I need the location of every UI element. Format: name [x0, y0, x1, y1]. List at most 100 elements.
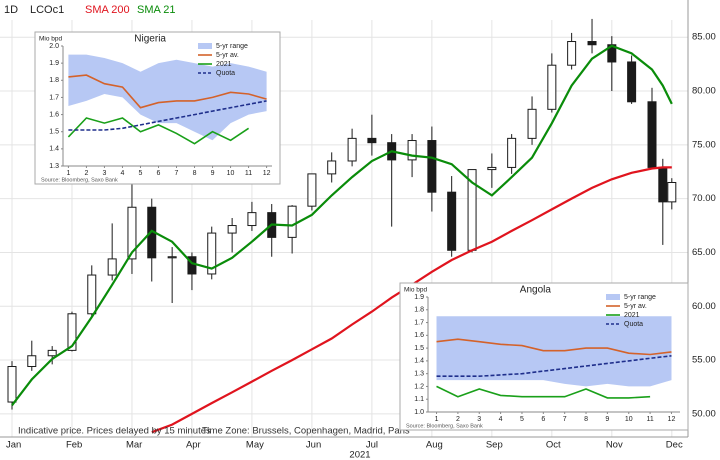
legend-label: Quota [216, 70, 235, 77]
candle-body [647, 101, 657, 168]
x-tick-label: 7 [175, 170, 179, 177]
series-line [436, 355, 672, 377]
x-tick-label: Feb [66, 440, 82, 451]
series-line [436, 385, 651, 399]
candle-body [227, 225, 237, 234]
candle-body [407, 140, 417, 161]
candle-body [247, 212, 257, 227]
x-tick-label: 3 [102, 170, 106, 177]
legend-label: 2021 [216, 61, 232, 68]
x-tick-label: Mar [126, 440, 142, 451]
candle-body [27, 355, 37, 368]
candle-body [487, 166, 497, 171]
x-tick-label: 4 [499, 416, 503, 423]
legend-label: 5-yr av. [216, 52, 239, 59]
x-tick-label: Apr [186, 440, 201, 451]
candle-body [547, 64, 557, 110]
candle-body [327, 160, 337, 175]
x-tick-label: 1 [435, 416, 439, 423]
y-tick-label: 55.00 [692, 355, 716, 366]
x-tick-label: 2 [456, 416, 460, 423]
x-tick-label: Jul [366, 440, 378, 451]
legend-swatch [198, 43, 212, 49]
y-tick-label: 1.0 [414, 409, 424, 416]
inset-title: Nigeria [134, 34, 166, 45]
footer-note: Indicative price. Prices delayed by 15 m… [18, 426, 211, 437]
candle-body [427, 140, 437, 193]
candle-body [658, 166, 668, 203]
x-tick-label: 4 [121, 170, 125, 177]
legend-label: 2021 [624, 312, 640, 319]
y-tick-label: 1.9 [49, 60, 59, 67]
y-tick-label: 1.3 [414, 371, 424, 378]
legend-label: 5-yr range [624, 294, 656, 301]
footer-note: Time Zone: Brussels, Copenhagen, Madrid,… [202, 426, 410, 437]
candle-body [667, 181, 677, 203]
candle-body [207, 232, 217, 275]
x-tick-label: May [246, 440, 264, 451]
x-tick-label: Aug [426, 440, 443, 451]
y-tick-label: 1.7 [414, 319, 424, 326]
y-tick-label: 70.00 [692, 193, 716, 204]
candle-body [367, 137, 377, 144]
candle-body [127, 206, 137, 260]
series-line [67, 117, 250, 145]
y-tick-label: 1.9 [414, 294, 424, 301]
x-tick-label: 6 [157, 170, 161, 177]
candle-body [567, 41, 577, 66]
sma-line [151, 166, 672, 434]
legend-label: Quota [624, 321, 643, 328]
candle-body [87, 274, 97, 315]
y-tick-label: 1.1 [414, 396, 424, 403]
x-tick-label: 11 [646, 416, 653, 423]
source-note: Source: Bloomberg, Saxo Bank [406, 423, 483, 429]
y-axis-label: Mio bpd [39, 36, 63, 43]
candle-body [47, 349, 57, 357]
y-tick-label: 75.00 [692, 139, 716, 150]
y-tick-label: 1.3 [49, 163, 59, 170]
candle-body [287, 205, 297, 238]
candle-body [527, 108, 537, 139]
y-tick-label: 1.6 [414, 332, 424, 339]
x-tick-label: 5 [520, 416, 524, 423]
x-tick-label: Jun [306, 440, 321, 451]
legend-label: SMA 21 [137, 4, 176, 16]
x-tick-label: 5 [139, 170, 143, 177]
y-tick-label: 1.8 [49, 77, 59, 84]
candle-body [307, 173, 317, 207]
x-tick-label: Dec [666, 440, 683, 451]
x-tick-label: 1 [66, 170, 70, 177]
x-axis-label: 2021 [349, 450, 370, 460]
x-tick-label: 10 [227, 170, 235, 177]
legend-label: 5-yr av. [624, 303, 647, 310]
y-tick-label: 50.00 [692, 408, 716, 419]
series-line [68, 74, 267, 109]
symbol: LCOc1 [30, 4, 64, 16]
x-tick-label: 12 [263, 170, 271, 177]
y-tick-label: 1.4 [414, 358, 424, 365]
y-tick-label: 1.7 [49, 94, 59, 101]
candle-body [167, 256, 177, 259]
x-tick-label: 12 [668, 416, 676, 423]
x-tick-label: Sep [486, 440, 503, 451]
series-line [436, 338, 672, 356]
range-band [68, 54, 267, 141]
inset-chart: 1.31.41.51.61.71.81.92.01 2 3 4 5 6 7 8 9 10 11 125… [34, 31, 281, 185]
y-tick-label: 1.8 [414, 307, 424, 314]
y-tick-label: 65.00 [692, 247, 716, 258]
x-tick-label: 9 [605, 416, 609, 423]
candle-body [627, 61, 637, 103]
x-tick-label: 7 [563, 416, 567, 423]
x-tick-label: 11 [245, 170, 252, 177]
sma-line [11, 44, 673, 406]
y-axis-label: Mio bpd [404, 287, 428, 294]
legend-label: SMA 200 [85, 4, 130, 16]
source-note: Source: Bloomberg, Saxo Bank [41, 177, 118, 183]
x-tick-label: Nov [606, 440, 623, 451]
x-tick-label: 6 [541, 416, 545, 423]
interval: 1D [4, 4, 18, 16]
candle-body [507, 137, 517, 168]
x-tick-label: 2 [84, 170, 88, 177]
y-tick-label: 1.4 [49, 146, 59, 153]
